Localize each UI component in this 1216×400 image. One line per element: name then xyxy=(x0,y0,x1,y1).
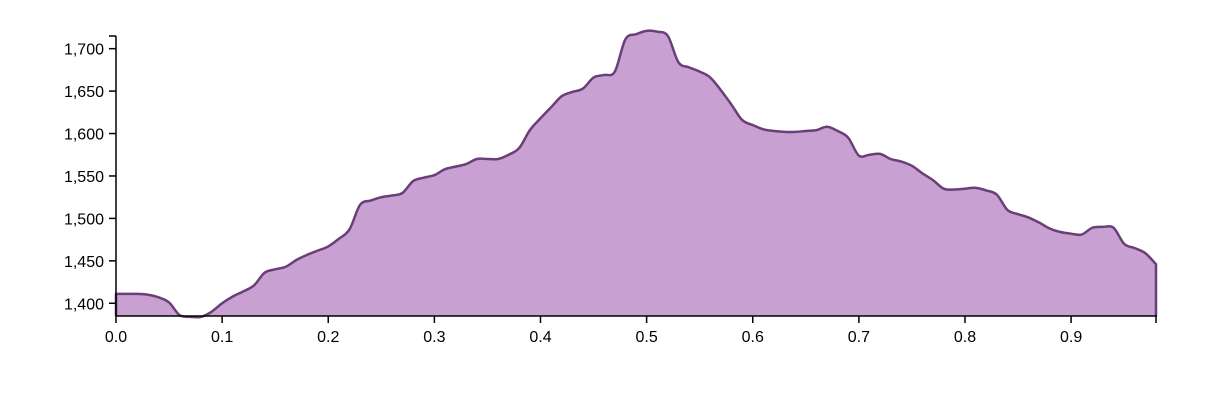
x-tick-label: 0.8 xyxy=(954,329,976,346)
y-tick-label: 1,600 xyxy=(64,127,104,144)
x-tick-label: 0.7 xyxy=(848,329,870,346)
x-tick-label: 0.9 xyxy=(1060,329,1082,346)
y-tick-label: 1,650 xyxy=(64,84,104,101)
y-tick-label: 1,550 xyxy=(64,169,104,186)
y-tick-label: 1,500 xyxy=(64,211,104,228)
x-tick-label: 0.2 xyxy=(317,329,339,346)
y-axis: 1,400 1,450 1,500 1,550 1,600 1,650 1,700 xyxy=(64,35,117,316)
x-tick-label: 0.0 xyxy=(105,329,127,346)
y-tick-label: 1,450 xyxy=(64,254,104,271)
y-tick-label: 1,700 xyxy=(64,42,104,59)
x-tick-label: 0.6 xyxy=(742,329,764,346)
area-series-line xyxy=(114,29,1158,319)
x-tick-label: 0.5 xyxy=(635,329,657,346)
x-tick-label: 0.3 xyxy=(423,329,445,346)
area-series-fill xyxy=(116,30,1156,318)
y-tick-label: 1,400 xyxy=(64,296,104,313)
plot-area xyxy=(114,29,1158,319)
x-tick-label: 0.4 xyxy=(529,329,551,346)
x-axis: 0.0 0.1 0.2 0.3 0.4 0.5 0.6 0.7 0.8 0.9 xyxy=(105,315,1157,346)
x-tick-label: 0.1 xyxy=(211,329,233,346)
